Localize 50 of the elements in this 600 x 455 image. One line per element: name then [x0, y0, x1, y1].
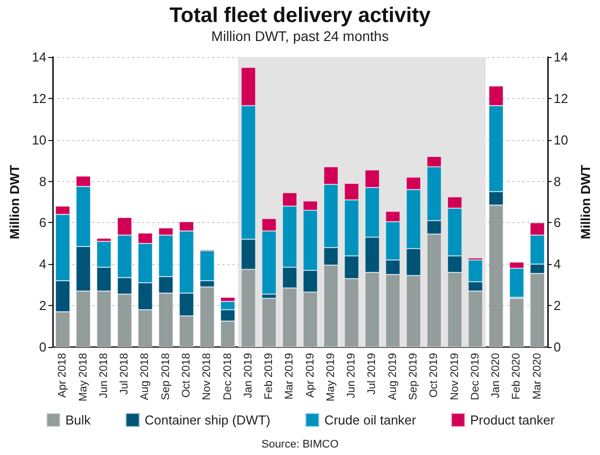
y2-tick-label: 12: [554, 90, 568, 106]
y-tick-label: 8: [39, 174, 46, 189]
y2-tick-label: 2: [554, 298, 561, 314]
chart-title: Total fleet delivery activity: [169, 4, 431, 27]
y2-tick-label: 4: [554, 256, 561, 272]
x-tick-label: Nov 2019: [448, 353, 461, 400]
x-tick-label: Jan 2020: [490, 353, 502, 398]
y2-tick-label: 6: [554, 215, 561, 230]
x-tick-label: Feb 2020: [510, 353, 523, 400]
y2-tick-label: 14: [554, 50, 568, 64]
y-tick-label: 10: [32, 132, 46, 148]
x-tick-label: Aug 2019: [386, 353, 399, 400]
x-tick-label: Dec 2018: [222, 353, 234, 400]
x-tick-label: Jul 2019: [366, 353, 378, 395]
x-tick-label: Jun 2018: [98, 353, 110, 398]
x-tick-label: May 2019: [324, 353, 337, 402]
x-tick-label: Sep 2019: [408, 353, 420, 400]
y-axis-title: Million DWT: [7, 164, 22, 240]
y-tick-label: 6: [39, 215, 46, 230]
x-tick-label: Apr 2018: [56, 353, 69, 398]
y2-tick-label: 8: [554, 174, 561, 189]
y2-axis-title: Million DWT: [578, 164, 593, 240]
bar: [262, 298, 276, 347]
y-tick-label: 0: [39, 340, 46, 354]
legend-label: Product tanker: [470, 412, 556, 428]
legend-label: Container ship (DWT): [144, 412, 270, 428]
y-tick-label: 14: [32, 50, 46, 64]
y-tick-label: 2: [39, 298, 46, 314]
x-tick-label: Feb 2019: [263, 353, 276, 400]
x-tick-label: Oct 2019: [428, 353, 440, 398]
x-tick-label: Jun 2019: [346, 353, 358, 398]
y-tick-label: 4: [39, 256, 46, 272]
y-tick-label: 12: [32, 90, 46, 106]
source-note: Source: BIMCO: [261, 438, 339, 450]
legend-label: Bulk: [65, 412, 92, 428]
x-tick-label: Sep 2018: [160, 353, 172, 400]
x-tick-label: Oct 2018: [180, 353, 192, 398]
x-tick-label: Mar 2019: [284, 353, 296, 400]
legend-label: Crude oil tanker: [324, 412, 417, 428]
chart-subtitle: Million DWT, past 24 months: [211, 28, 389, 44]
x-tick-label: Jan 2019: [242, 353, 254, 398]
y2-tick-label: 10: [554, 132, 568, 148]
x-tick-label: Apr 2019: [304, 353, 316, 398]
x-tick-label: Mar 2020: [531, 353, 544, 400]
y2-tick-label: 0: [554, 340, 561, 354]
x-tick-label: Nov 2018: [201, 353, 214, 400]
x-tick-label: Dec 2019: [469, 353, 482, 400]
x-tick-label: May 2018: [77, 353, 90, 402]
x-tick-label: Aug 2018: [139, 353, 152, 400]
x-tick-label: Jul 2018: [118, 353, 131, 395]
